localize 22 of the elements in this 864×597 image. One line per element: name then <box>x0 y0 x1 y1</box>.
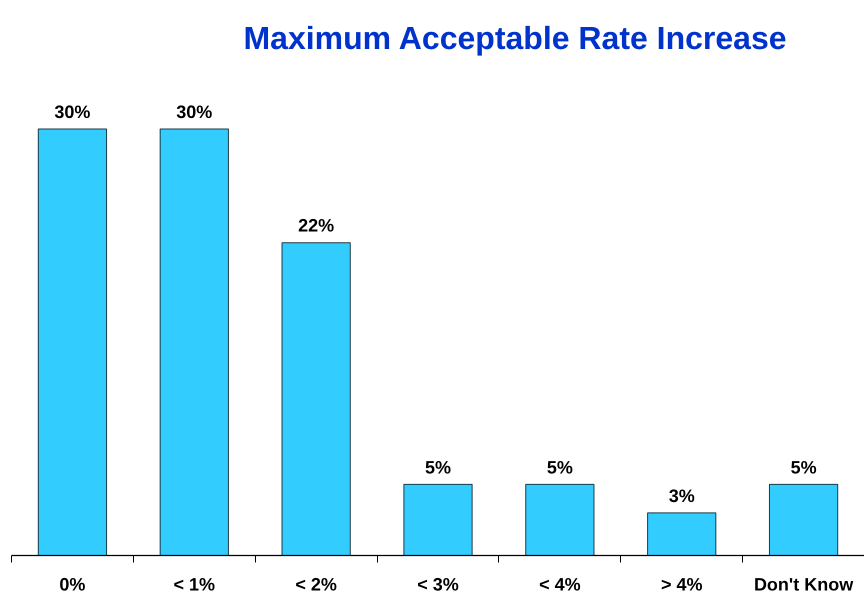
bar <box>38 128 108 556</box>
bar <box>647 512 716 556</box>
x-tick-label: 0% <box>59 574 86 594</box>
data-label: 5% <box>790 457 817 478</box>
data-label: 22% <box>298 216 334 236</box>
bar <box>282 242 351 556</box>
data-label: 5% <box>546 457 573 478</box>
x-tick-label: < 1% <box>174 574 216 594</box>
data-label: 30% <box>54 102 90 122</box>
x-tick-label: < 3% <box>417 574 459 594</box>
bar <box>525 484 594 556</box>
x-tick-label: Don't Know <box>754 574 854 594</box>
data-label: 3% <box>668 486 695 506</box>
bar <box>403 484 473 556</box>
bar <box>160 128 229 556</box>
bar <box>768 484 838 556</box>
x-tick-label: > 4% <box>660 574 702 594</box>
data-label: 5% <box>424 457 452 478</box>
x-tick-label: < 4% <box>539 574 581 594</box>
chart-title: Maximum Acceptable Rate Increase <box>244 20 787 56</box>
x-tick-label: < 2% <box>295 574 337 594</box>
data-label: 30% <box>176 102 212 122</box>
